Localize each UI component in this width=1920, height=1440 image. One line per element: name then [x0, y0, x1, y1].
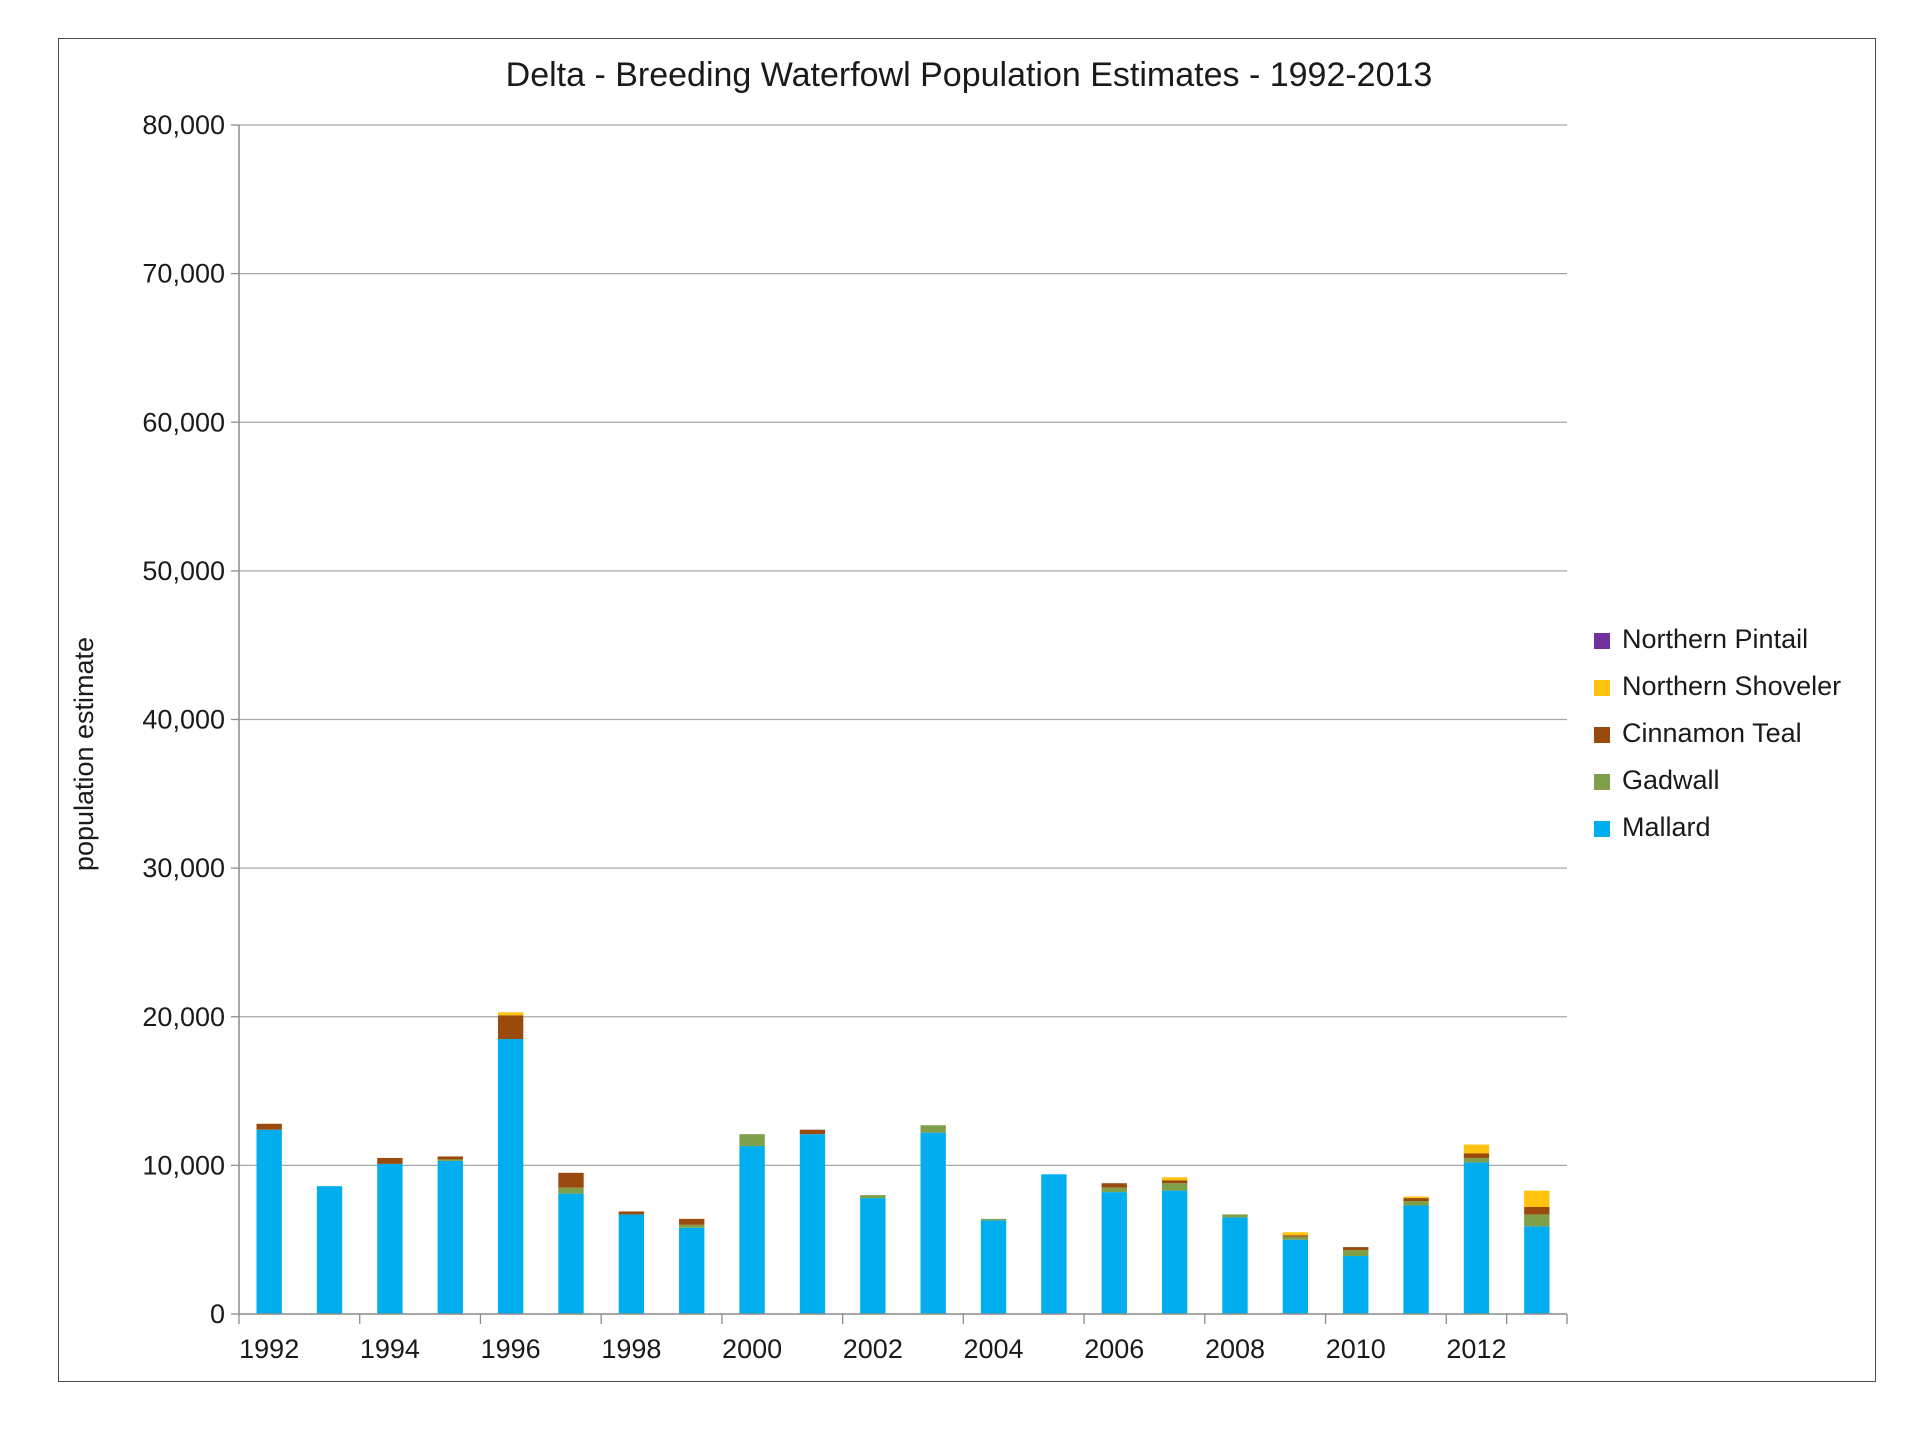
y-axis-label: population estimate: [69, 637, 99, 871]
x-tick-label: 2010: [1326, 1334, 1386, 1364]
bar-mallard-2000: [739, 1146, 765, 1314]
bar-northern-shoveler-2013: [1524, 1190, 1550, 1207]
x-tick-label: 2012: [1446, 1334, 1506, 1364]
legend: Northern Pintail Northern Shoveler Cinnamo…: [1594, 624, 1841, 842]
y-tick-label: 80,000: [142, 110, 225, 140]
legend-swatch-mallard: [1594, 821, 1610, 837]
bar-cinnamon-teal-2012: [1463, 1153, 1490, 1158]
bar-mallard-1997: [558, 1193, 584, 1314]
bar-mallard-2004: [980, 1220, 1007, 1314]
x-tick-label: 1998: [601, 1334, 661, 1364]
bar-northern-shoveler-2012: [1463, 1144, 1490, 1154]
bar-mallard-1996: [497, 1039, 524, 1314]
y-tick-label: 50,000: [142, 556, 225, 586]
x-tick-label: 2000: [722, 1334, 782, 1364]
bar-cinnamon-teal-2006: [1101, 1183, 1127, 1188]
y-tick-label: 60,000: [142, 407, 225, 437]
bar-gadwall-2009: [1282, 1236, 1309, 1240]
bar-cinnamon-teal-2007: [1161, 1180, 1188, 1184]
bar-cinnamon-teal-2001: [799, 1129, 826, 1135]
bar-cinnamon-teal-2011: [1403, 1198, 1429, 1202]
x-tick-label: 2006: [1084, 1334, 1144, 1364]
bar-gadwall-2002: [860, 1195, 886, 1199]
bar-mallard-2009: [1282, 1239, 1309, 1314]
legend-swatch-northern-shoveler: [1594, 680, 1610, 696]
bar-gadwall-2013: [1524, 1214, 1550, 1227]
bar-mallard-1999: [679, 1227, 705, 1314]
bar-northern-shoveler-2011: [1403, 1196, 1429, 1199]
bar-gadwall-2007: [1161, 1183, 1188, 1191]
x-tick-labels: 1992 1994 1996 1998 2000 2002 2004 2006 2008 2010…: [239, 1334, 1506, 1364]
bar-cinnamon-teal-2009: [1282, 1235, 1309, 1237]
x-tick-label: 2008: [1205, 1334, 1265, 1364]
bar-cinnamon-teal-2010: [1343, 1247, 1369, 1251]
bar-cinnamon-teal-1995: [437, 1156, 463, 1160]
bar-mallard-1994: [377, 1163, 403, 1314]
bar-mallard-2011: [1403, 1205, 1429, 1314]
bar-gadwall-1995: [437, 1159, 463, 1161]
chart-title: Delta - Breeding Waterfowl Population Es…: [506, 56, 1433, 94]
y-tick-labels: 0 10,000 20,000 30,000 40,000 50,000 60,000 70,…: [142, 110, 225, 1329]
legend-swatch-gadwall: [1594, 774, 1610, 790]
bar-cinnamon-teal-1999: [679, 1218, 705, 1225]
bar-northern-shoveler-2009: [1282, 1232, 1309, 1236]
y-tick-label: 70,000: [142, 259, 225, 289]
legend-label-cinnamon-teal: Cinnamon Teal: [1622, 718, 1802, 748]
bar-mallard-1995: [437, 1160, 463, 1314]
bar-mallard-2008: [1222, 1217, 1248, 1314]
chart-svg: Delta - Breeding Waterfowl Population Es…: [69, 56, 1841, 1364]
bar-cinnamon-teal-1992: [256, 1123, 282, 1130]
bar-cinnamon-teal-1994: [377, 1157, 403, 1164]
y-tick-label: 30,000: [142, 853, 225, 883]
x-tick-label: 2004: [964, 1334, 1024, 1364]
bar-mallard-2001: [799, 1134, 826, 1314]
gridlines: [231, 124, 1567, 1315]
legend-swatch-cinnamon-teal: [1594, 727, 1610, 743]
y-tick-label: 0: [210, 1299, 225, 1329]
bar-northern-shoveler-1996: [497, 1012, 524, 1016]
legend-label-gadwall: Gadwall: [1622, 765, 1720, 795]
bar-cinnamon-teal-2013: [1524, 1206, 1550, 1215]
bar-gadwall-2006: [1101, 1187, 1127, 1193]
bar-gadwall-2003: [920, 1125, 946, 1133]
bar-mallard-2013: [1524, 1226, 1550, 1314]
bar-gadwall-2010: [1343, 1250, 1369, 1257]
x-tick-label: 1992: [239, 1334, 299, 1364]
bar-cinnamon-teal-1997: [558, 1172, 584, 1188]
bar-mallard-2003: [920, 1132, 946, 1314]
bar-gadwall-1999: [679, 1224, 705, 1228]
bar-gadwall-2000: [739, 1134, 765, 1147]
x-tick-label: 1996: [481, 1334, 541, 1364]
chart-frame: Delta - Breeding Waterfowl Population Es…: [58, 38, 1876, 1382]
bar-mallard-1992: [256, 1129, 282, 1314]
bar-mallard-2002: [860, 1198, 886, 1314]
y-tick-label: 40,000: [142, 705, 225, 735]
bars: [256, 1012, 1550, 1314]
x-tick-label: 2002: [843, 1334, 903, 1364]
bar-gadwall-2011: [1403, 1201, 1429, 1206]
y-tick-label: 20,000: [142, 1002, 225, 1032]
bar-mallard-1993: [316, 1186, 343, 1314]
bar-gadwall-2012: [1463, 1157, 1490, 1163]
legend-label-northern-shoveler: Northern Shoveler: [1622, 671, 1841, 701]
legend-swatch-northern-pintail: [1594, 633, 1610, 649]
axes: [238, 125, 1568, 1324]
bar-mallard-2012: [1463, 1162, 1490, 1314]
bar-cinnamon-teal-1996: [497, 1015, 524, 1040]
bar-mallard-2007: [1161, 1190, 1188, 1314]
bar-gadwall-2004: [980, 1218, 1007, 1221]
legend-label-northern-pintail: Northern Pintail: [1622, 624, 1808, 654]
x-tick-label: 1994: [360, 1334, 420, 1364]
bar-gadwall-1997: [558, 1187, 584, 1194]
bar-mallard-2005: [1041, 1174, 1067, 1314]
bar-mallard-2010: [1343, 1256, 1369, 1314]
bar-cinnamon-teal-1998: [618, 1211, 645, 1215]
bar-mallard-2006: [1101, 1192, 1127, 1314]
bar-gadwall-2008: [1222, 1214, 1248, 1218]
bar-mallard-1998: [618, 1214, 645, 1314]
bar-northern-shoveler-2007: [1161, 1177, 1188, 1181]
legend-label-mallard: Mallard: [1622, 812, 1711, 842]
y-tick-label: 10,000: [142, 1150, 225, 1180]
